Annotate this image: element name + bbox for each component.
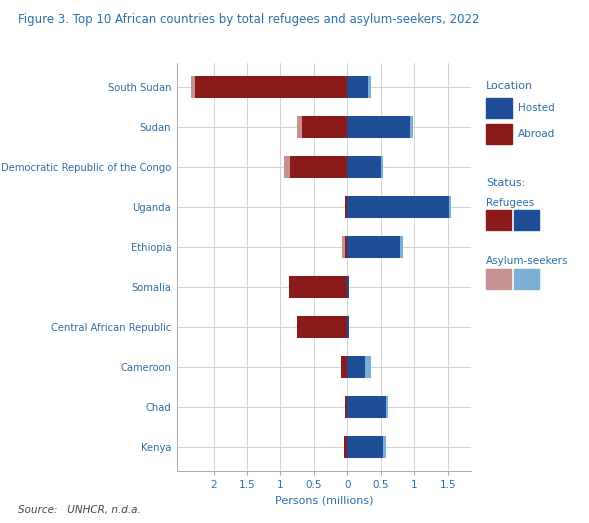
Bar <box>289 276 348 298</box>
Bar <box>290 156 348 178</box>
Bar <box>191 76 195 98</box>
Bar <box>348 76 368 98</box>
X-axis label: Persons (millions): Persons (millions) <box>274 495 373 505</box>
Bar <box>348 436 383 458</box>
Bar <box>348 316 349 338</box>
Bar <box>348 356 365 378</box>
Bar <box>348 396 386 418</box>
Bar <box>297 316 348 338</box>
Bar <box>409 116 413 138</box>
Bar <box>383 436 386 458</box>
Bar <box>348 196 449 218</box>
Bar <box>297 116 302 138</box>
Bar <box>340 356 348 378</box>
Bar <box>368 76 372 98</box>
Bar <box>195 76 348 98</box>
Text: Asylum-seekers: Asylum-seekers <box>486 256 568 266</box>
Bar <box>345 396 348 418</box>
Bar <box>345 196 348 218</box>
Bar <box>344 436 348 458</box>
Bar <box>342 236 345 258</box>
Bar <box>386 396 388 418</box>
Bar <box>381 156 383 178</box>
Bar <box>302 116 348 138</box>
Bar <box>348 276 349 298</box>
Bar <box>284 156 290 178</box>
Text: Abroad: Abroad <box>518 129 555 139</box>
Bar <box>345 236 348 258</box>
Bar <box>449 196 451 218</box>
Bar <box>365 356 371 378</box>
Text: Status:: Status: <box>486 178 525 188</box>
Text: Figure 3. Top 10 African countries by total refugees and asylum-seekers, 2022: Figure 3. Top 10 African countries by to… <box>18 13 479 26</box>
Text: Location: Location <box>486 81 533 91</box>
Text: Source:   UNHCR, n.d.a.: Source: UNHCR, n.d.a. <box>18 505 140 515</box>
Bar <box>399 236 403 258</box>
Bar <box>348 156 381 178</box>
Bar <box>348 116 409 138</box>
Text: Hosted: Hosted <box>518 103 555 113</box>
Text: Refugees: Refugees <box>486 198 534 208</box>
Bar <box>348 236 399 258</box>
